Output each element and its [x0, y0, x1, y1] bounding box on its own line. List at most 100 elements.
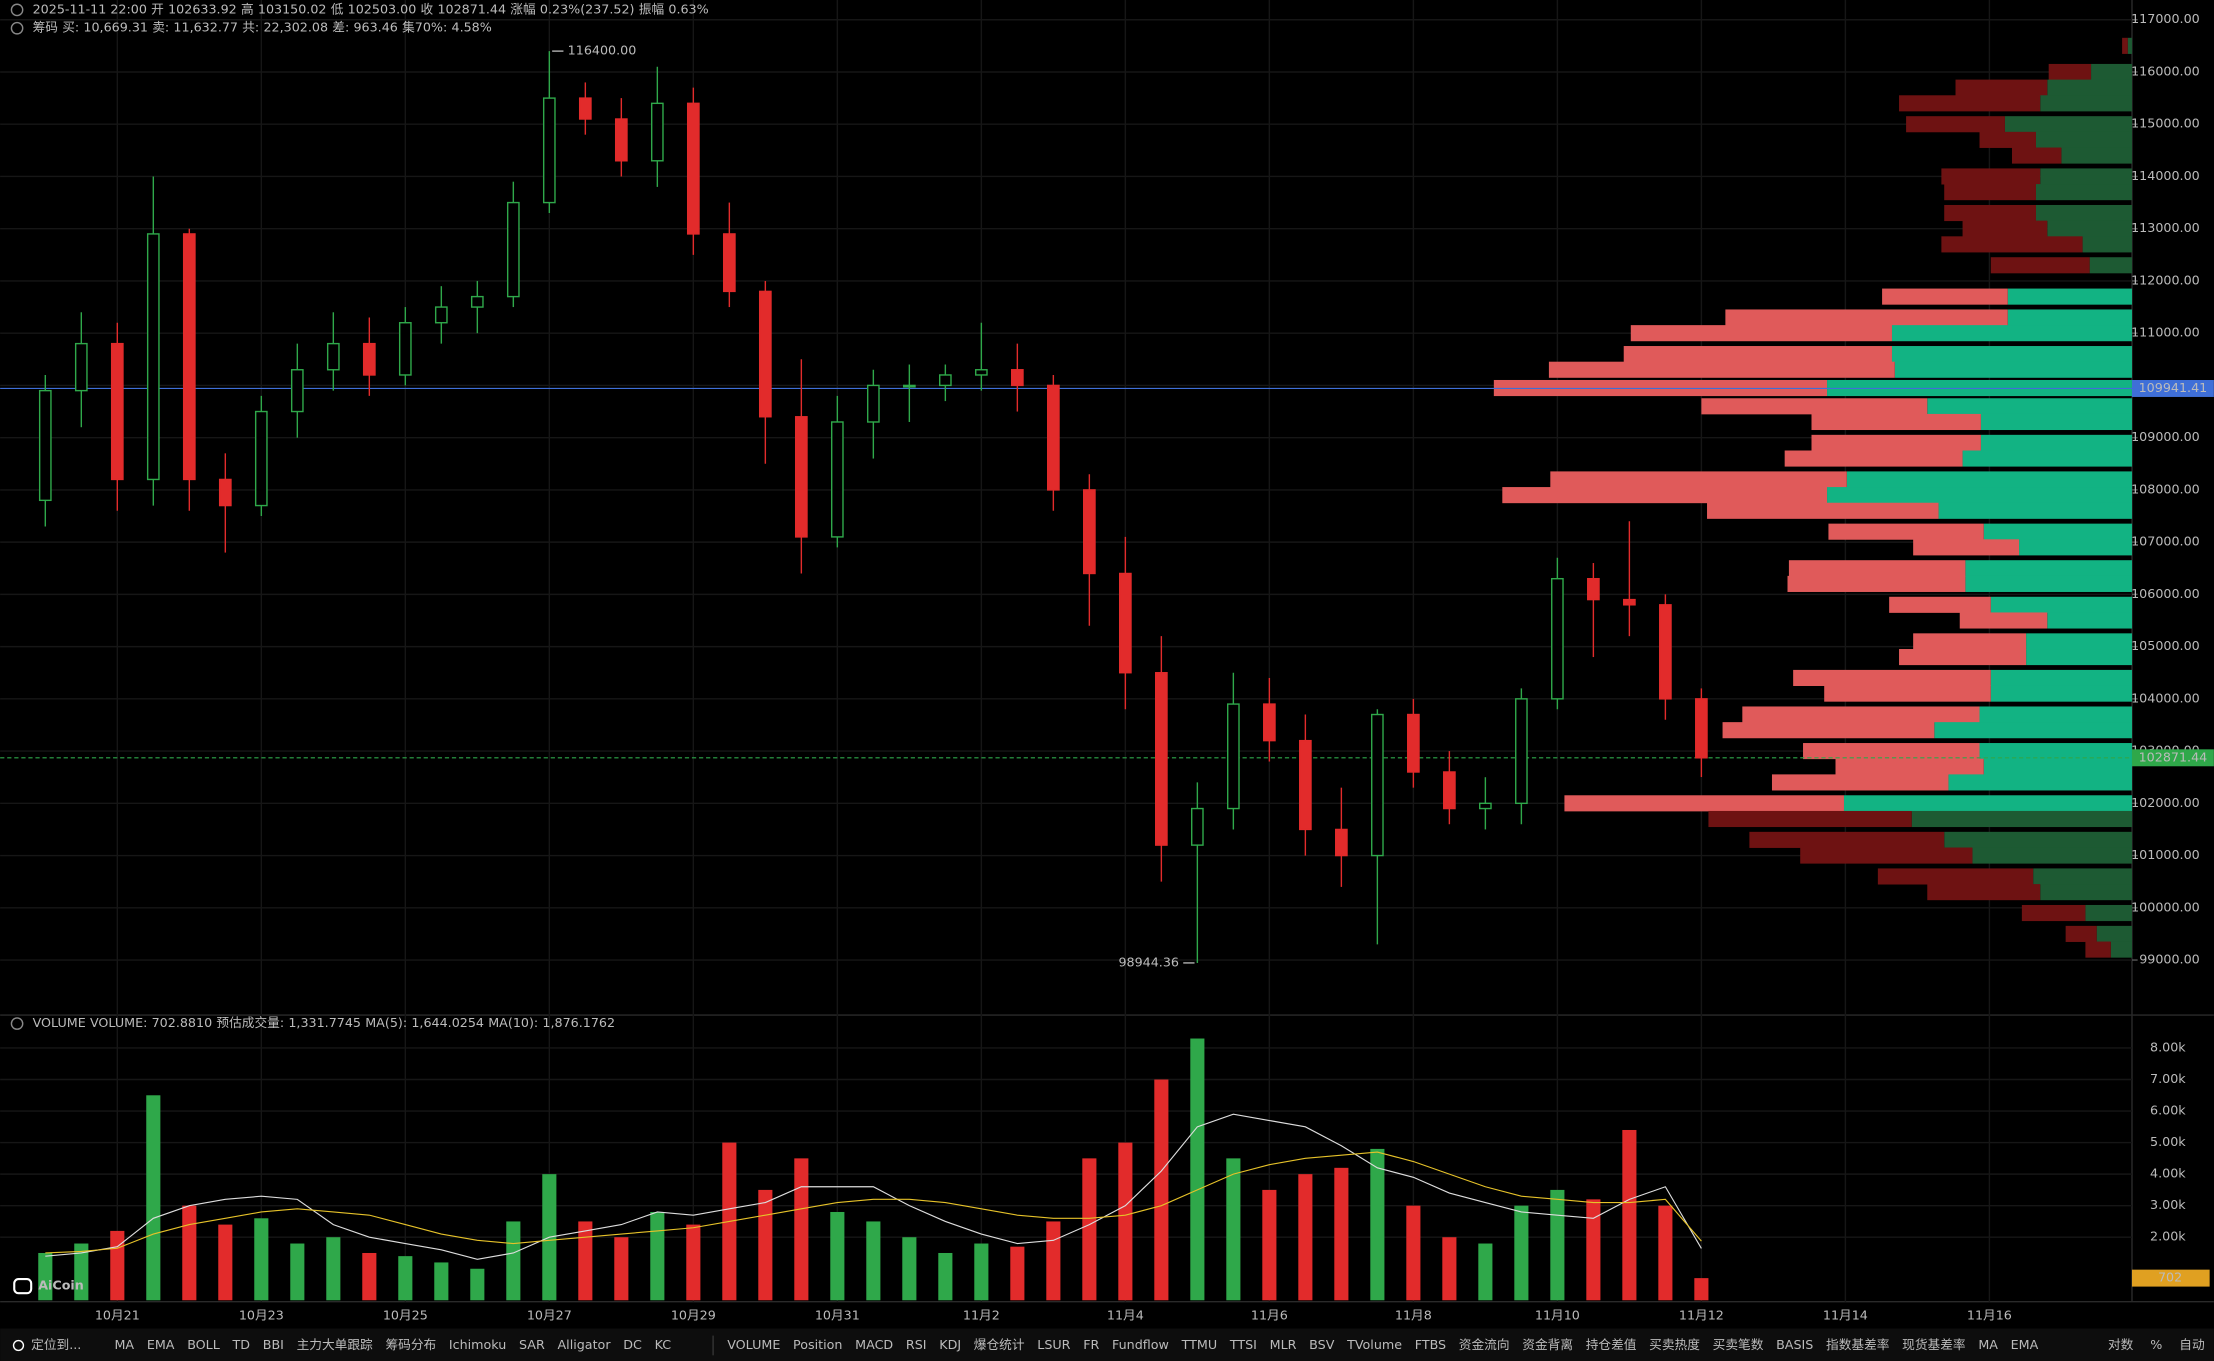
collapse-icon[interactable]	[10, 1017, 24, 1030]
volume-bar	[1046, 1221, 1061, 1301]
candle-body	[1659, 604, 1672, 700]
profile-buy	[1980, 413, 2132, 431]
volume-header-label: 预估成交量:	[216, 1015, 284, 1030]
indicator-tab[interactable]: 指数基差率	[1826, 1337, 1890, 1352]
profile-buy	[1990, 685, 2132, 702]
indicator-tab[interactable]: 现货基差率	[1902, 1337, 1966, 1352]
profile-sell	[1944, 204, 2036, 222]
candle-body	[362, 342, 376, 376]
profile-buy	[2035, 131, 2132, 148]
volume-bar	[758, 1189, 773, 1301]
indicator-tab[interactable]: 主力大单跟踪	[297, 1337, 373, 1352]
y-tick-label: 112000.00	[2131, 272, 2200, 287]
profile-sell	[1784, 450, 1963, 467]
toolbar-option[interactable]: %	[2150, 1337, 2162, 1352]
price-tag	[2131, 380, 2214, 397]
indicator-tab[interactable]: VOLUME	[727, 1337, 780, 1352]
toolbar-option[interactable]: 自动	[2179, 1337, 2204, 1352]
indicator-tab[interactable]: 资金流向	[1459, 1337, 1510, 1352]
indicator-tab[interactable]: MA	[1978, 1337, 1998, 1352]
indicator-tab[interactable]: FTBS	[1415, 1337, 1446, 1352]
indicator-tab[interactable]: KDJ	[939, 1337, 961, 1352]
indicator-tab[interactable]: KC	[655, 1337, 672, 1352]
volume-bar	[434, 1262, 449, 1301]
volume-bar	[1514, 1205, 1529, 1301]
profile-buy	[1891, 346, 2132, 363]
header-value: 10,669.31	[83, 20, 148, 35]
indicator-tab[interactable]: SAR	[519, 1337, 545, 1352]
toolbar-option[interactable]: 对数	[2108, 1337, 2134, 1352]
indicator-tab[interactable]: LSUR	[1037, 1337, 1070, 1352]
volume-bar	[326, 1237, 341, 1301]
toolbar-locate[interactable]: 定位到...	[31, 1337, 81, 1352]
y-tick-label: 4.00k	[2150, 1166, 2186, 1181]
collapse-icon[interactable]	[10, 21, 24, 35]
ma-line	[45, 1151, 1702, 1254]
volume-bar	[794, 1158, 809, 1301]
x-tick-label: 10月31	[815, 1307, 860, 1322]
profile-buy	[2007, 309, 2132, 326]
indicator-tab[interactable]: 买卖笔数	[1713, 1337, 1764, 1352]
profile-buy	[2127, 37, 2132, 54]
indicator-tab[interactable]: TD	[232, 1337, 251, 1352]
candle-body	[938, 374, 952, 387]
volume-bar	[1190, 1038, 1205, 1301]
header-value: 22,302.08	[263, 20, 328, 35]
volume-bar	[1478, 1243, 1493, 1301]
profile-sell	[1962, 220, 2048, 237]
profile-buy	[2047, 220, 2132, 237]
indicator-tab[interactable]: BBI	[263, 1337, 284, 1352]
indicator-tab[interactable]: BSV	[1309, 1337, 1335, 1352]
indicator-tab[interactable]: BOLL	[187, 1337, 220, 1352]
y-tick-label: 8.00k	[2150, 1039, 2186, 1054]
profile-buy	[1962, 450, 2132, 467]
profile-sell	[1979, 131, 2036, 148]
profile-sell	[1749, 831, 1945, 848]
indicator-tab[interactable]: BASIS	[1776, 1337, 1813, 1352]
indicator-tab[interactable]: Position	[793, 1337, 842, 1352]
profile-sell	[1882, 288, 2008, 305]
indicator-tab[interactable]: 爆仓统计	[974, 1337, 1025, 1352]
indicator-tab[interactable]: MLR	[1270, 1337, 1297, 1352]
indicator-tab[interactable]: TTMU	[1181, 1337, 1218, 1352]
indicator-tab[interactable]: MACD	[855, 1337, 893, 1352]
indicator-tab[interactable]: MA	[114, 1337, 134, 1352]
indicator-tab[interactable]: RSI	[906, 1337, 927, 1352]
volume-bar	[686, 1224, 701, 1301]
locate-icon[interactable]	[12, 1339, 25, 1352]
indicator-tab[interactable]: 筹码分布	[385, 1337, 436, 1352]
indicator-tab[interactable]: Alligator	[558, 1337, 612, 1352]
profile-sell	[1803, 743, 1980, 760]
volume-bar	[182, 1205, 197, 1301]
volume-bar	[1550, 1189, 1565, 1301]
profile-sell	[1787, 575, 1966, 592]
profile-sell	[1811, 413, 1981, 431]
header-label: 高	[241, 1, 254, 16]
candle-body	[542, 97, 556, 204]
indicator-tab[interactable]: TVolume	[1346, 1337, 1402, 1352]
indicator-tab[interactable]: Fundflow	[1112, 1337, 1169, 1352]
volume-header-label: MA(10):	[488, 1015, 538, 1030]
volume-bar	[254, 1218, 269, 1301]
volume-header-name: VOLUME	[33, 1015, 86, 1030]
y-tick-label: 113000.00	[2131, 220, 2200, 235]
candle-body	[326, 342, 340, 371]
profile-sell	[1708, 810, 1912, 828]
indicator-tab[interactable]: Ichimoku	[449, 1337, 506, 1352]
profile-sell	[1623, 346, 1892, 363]
indicator-tab[interactable]: EMA	[2011, 1337, 2039, 1352]
x-tick-label: 11月2	[963, 1307, 1000, 1322]
indicator-tab[interactable]: 资金背离	[1522, 1337, 1573, 1352]
profile-sell	[1550, 471, 1847, 488]
profile-sell	[2122, 37, 2128, 54]
indicator-tab[interactable]: 买卖热度	[1649, 1337, 1700, 1352]
collapse-icon[interactable]	[10, 3, 24, 17]
candle-body	[218, 478, 232, 507]
indicator-tab[interactable]: FR	[1083, 1337, 1099, 1352]
indicator-tab[interactable]: 持仓差值	[1586, 1337, 1637, 1352]
y-tick-label: 115000.00	[2131, 116, 2200, 131]
candle-body	[578, 97, 592, 120]
indicator-tab[interactable]: DC	[623, 1337, 642, 1352]
indicator-tab[interactable]: TTSI	[1229, 1337, 1257, 1352]
indicator-tab[interactable]: EMA	[147, 1337, 175, 1352]
